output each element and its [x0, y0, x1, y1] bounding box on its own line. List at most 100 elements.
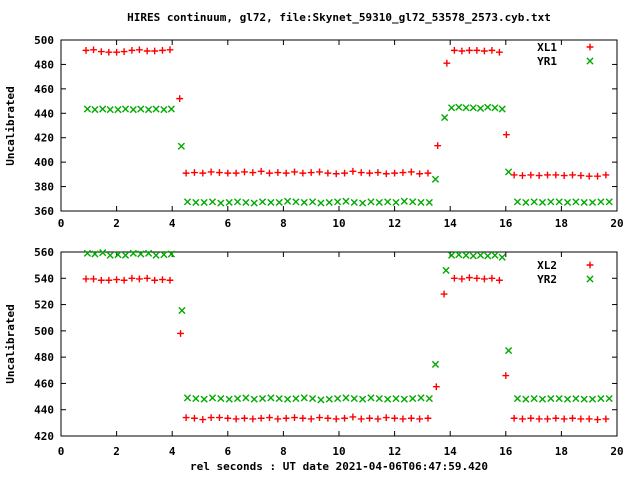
XL1-point — [282, 169, 290, 177]
YR1-point — [225, 198, 233, 207]
YR2-point — [547, 394, 555, 403]
legend-marker-YR2 — [586, 275, 594, 283]
YR2-point — [308, 394, 317, 403]
XL2-point — [594, 416, 601, 423]
y-tick-label: 560 — [34, 246, 54, 259]
y-tick-label: 420 — [34, 430, 54, 443]
XL1-point — [473, 46, 481, 54]
x-tick-label: 4 — [169, 217, 176, 230]
YR1-point — [342, 197, 350, 205]
YR2-point — [484, 252, 492, 260]
XL1-point — [399, 169, 407, 176]
x-tick-label: 12 — [388, 217, 401, 230]
XL1-point — [135, 46, 143, 54]
XL1-point — [199, 169, 207, 177]
y-tick-label: 440 — [34, 107, 54, 120]
YR1-point — [392, 198, 400, 207]
XL1-point — [407, 168, 415, 176]
XL1-point — [458, 47, 466, 55]
YR2-point — [152, 251, 160, 259]
XL2-point — [519, 415, 526, 423]
XL2-point — [602, 415, 610, 423]
XL2-point — [97, 276, 105, 284]
XL2-point — [577, 415, 585, 423]
x-tick-label: 6 — [224, 445, 231, 458]
legend-marker-XL2 — [586, 261, 594, 269]
XL1-point — [535, 172, 543, 179]
XL2-point — [143, 274, 151, 282]
YR1-point — [121, 105, 130, 113]
XL2-point — [332, 415, 340, 423]
YR2-point — [409, 394, 417, 403]
XL1-point — [307, 169, 315, 176]
XL1-point — [316, 168, 323, 176]
YR1-point — [522, 198, 530, 207]
XL1-point — [560, 172, 568, 179]
x-tick-label: 2 — [113, 217, 120, 230]
YR1-point — [476, 104, 485, 112]
XL1-point — [585, 172, 593, 180]
y-axis-label-bottom: Uncalibrated — [4, 304, 17, 383]
YR1-point — [498, 105, 506, 113]
YR2-point — [250, 395, 258, 403]
YR1-point — [605, 198, 613, 206]
XL2-point — [151, 276, 159, 284]
YR2-point — [367, 394, 375, 402]
YR2-point — [217, 394, 225, 403]
YR1-point — [91, 106, 99, 114]
YR1-point — [563, 198, 572, 207]
XL2-point — [544, 415, 551, 423]
series-YR2 — [83, 249, 613, 404]
x-tick-label: 18 — [555, 217, 568, 230]
YR2-point — [392, 394, 400, 403]
XL1-point — [151, 47, 159, 55]
x-tick-label: 8 — [280, 445, 287, 458]
XL1-point — [159, 46, 166, 54]
YR1-point — [325, 198, 333, 207]
YR2-point — [580, 395, 588, 403]
x-tick-label: 20 — [610, 445, 623, 458]
YR2-point — [334, 394, 342, 403]
YR2-point — [267, 394, 275, 402]
XL1-point — [232, 169, 240, 177]
YR2-point — [447, 251, 456, 259]
YR1-point — [233, 198, 242, 206]
XL2-point — [366, 414, 373, 422]
XL1-point — [182, 169, 190, 177]
XL1-point — [224, 169, 232, 177]
YR1-point — [334, 198, 342, 206]
XL1-point — [143, 47, 151, 55]
XL1-point — [569, 171, 576, 179]
YR2-point — [99, 249, 107, 257]
YR2-point — [325, 395, 333, 403]
y-tick-label: 440 — [34, 404, 54, 417]
YR2-point — [137, 250, 145, 258]
XL1-point — [341, 169, 348, 177]
series-XL2 — [82, 274, 610, 423]
YR1-point — [217, 199, 225, 207]
XL2-point — [585, 415, 593, 423]
y-tick-label: 380 — [34, 181, 54, 194]
XL1-point — [519, 172, 526, 179]
XL1-point — [249, 169, 257, 176]
y-tick-label: 420 — [34, 132, 54, 145]
XL1-point — [416, 170, 424, 178]
YR2-point — [178, 306, 186, 315]
YR2-point — [522, 395, 530, 403]
XL1-point — [424, 169, 432, 177]
YR1-point — [431, 175, 440, 183]
XL2-point — [82, 275, 90, 283]
chart-title: HIRES continuum, gl72, file:Skynet_59310… — [127, 11, 551, 24]
x-tick-label: 14 — [444, 217, 458, 230]
x-tick-label: 4 — [169, 445, 176, 458]
series-XL1 — [82, 46, 610, 180]
YR2-point — [225, 395, 233, 403]
plot-border — [60, 251, 618, 437]
YR2-point — [183, 394, 192, 402]
YR2-point — [469, 252, 477, 260]
YR2-point — [588, 395, 597, 403]
XL2-point — [182, 414, 190, 421]
YR2-point — [233, 394, 242, 403]
YR1-point — [367, 198, 375, 206]
